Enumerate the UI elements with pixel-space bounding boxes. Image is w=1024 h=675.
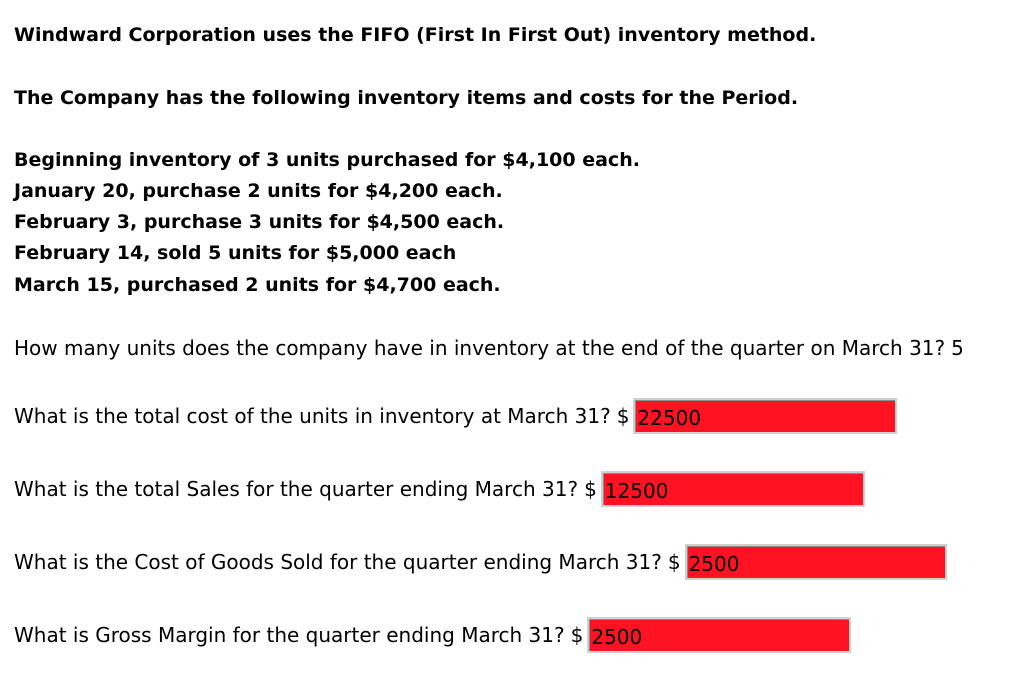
- question-text: What is the total Sales for the quarter …: [14, 477, 579, 501]
- transaction-beginning-inventory: Beginning inventory of 3 units purchased…: [14, 149, 640, 171]
- total-sales-answer-field[interactable]: 12500: [600, 471, 865, 507]
- transaction-february-3: February 3, purchase 3 units for $4,500 …: [14, 211, 505, 233]
- dollar-sign: $: [570, 623, 584, 647]
- question-units-in-inventory: How many units does the company have in …: [14, 328, 964, 368]
- question-total-sales: What is the total Sales for the quarter …: [14, 469, 865, 509]
- inventory-items-statement: The Company has the following inventory …: [14, 87, 799, 109]
- question-text: What is the Cost of Goods Sold for the q…: [14, 550, 662, 574]
- transaction-march-15: March 15, purchased 2 units for $4,700 e…: [14, 274, 501, 296]
- units-answer: 5: [951, 336, 964, 360]
- dollar-sign: $: [584, 477, 597, 501]
- inventory-cost-answer-field[interactable]: 22500: [633, 398, 898, 434]
- cost-of-goods-sold-answer-field[interactable]: 2500: [684, 544, 947, 580]
- dollar-sign: $: [667, 550, 681, 574]
- method-statement: Windward Corporation uses the FIFO (Firs…: [14, 24, 817, 46]
- transaction-february-14: February 14, sold 5 units for $5,000 eac…: [14, 242, 457, 264]
- question-text: How many units does the company have in …: [14, 336, 946, 360]
- question-cost-of-goods-sold: What is the Cost of Goods Sold for the q…: [14, 542, 947, 582]
- question-inventory-cost: What is the total cost of the units in i…: [14, 396, 898, 436]
- transaction-january-20: January 20, purchase 2 units for $4,200 …: [14, 180, 503, 202]
- gross-margin-answer-field[interactable]: 2500: [587, 617, 852, 653]
- question-text: What is the total cost of the units in i…: [14, 404, 611, 428]
- question-text: What is Gross Margin for the quarter end…: [14, 623, 565, 647]
- question-gross-margin: What is Gross Margin for the quarter end…: [14, 615, 852, 655]
- dollar-sign: $: [616, 404, 630, 428]
